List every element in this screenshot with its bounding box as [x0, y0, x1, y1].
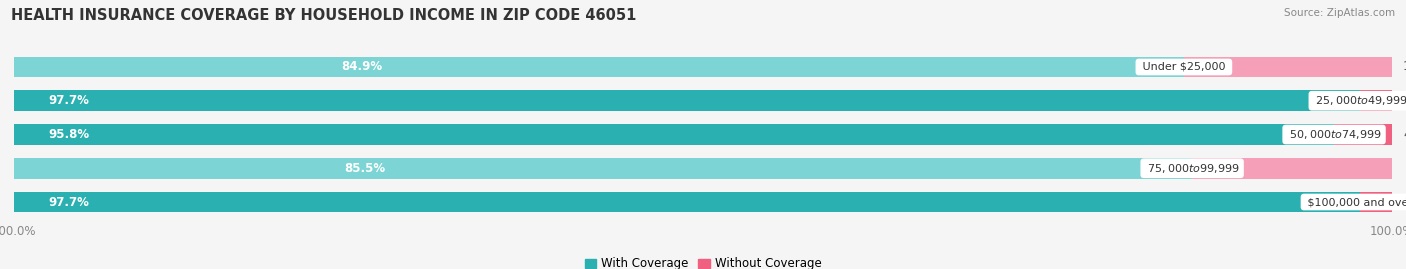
Bar [14, 124, 1334, 145]
Text: $25,000 to $49,999: $25,000 to $49,999 [1312, 94, 1406, 107]
Text: 4.2%: 4.2% [1403, 128, 1406, 141]
Bar [14, 90, 1392, 111]
Text: 14.6%: 14.6% [1405, 162, 1406, 175]
Legend: With Coverage, Without Coverage: With Coverage, Without Coverage [579, 253, 827, 269]
Bar [14, 56, 1184, 77]
Text: 84.9%: 84.9% [342, 61, 382, 73]
Text: 2.4%: 2.4% [1405, 94, 1406, 107]
Bar [14, 192, 1392, 213]
Bar [14, 124, 1392, 145]
Bar [14, 158, 1392, 179]
Text: 85.5%: 85.5% [344, 162, 385, 175]
Bar [1192, 158, 1393, 179]
Bar [14, 192, 1360, 213]
Text: $50,000 to $74,999: $50,000 to $74,999 [1285, 128, 1382, 141]
Bar [1184, 56, 1392, 77]
Text: 97.7%: 97.7% [48, 94, 90, 107]
Text: $100,000 and over: $100,000 and over [1303, 197, 1406, 207]
Bar [14, 158, 1192, 179]
Text: HEALTH INSURANCE COVERAGE BY HOUSEHOLD INCOME IN ZIP CODE 46051: HEALTH INSURANCE COVERAGE BY HOUSEHOLD I… [11, 8, 637, 23]
Text: 97.7%: 97.7% [48, 196, 90, 208]
Text: 15.1%: 15.1% [1403, 61, 1406, 73]
Bar [14, 90, 1360, 111]
Text: 95.8%: 95.8% [48, 128, 90, 141]
Text: Source: ZipAtlas.com: Source: ZipAtlas.com [1284, 8, 1395, 18]
Bar [1360, 192, 1393, 213]
Text: Under $25,000: Under $25,000 [1139, 62, 1229, 72]
Text: 2.4%: 2.4% [1405, 196, 1406, 208]
Bar [14, 56, 1392, 77]
Bar [1360, 90, 1393, 111]
Text: $75,000 to $99,999: $75,000 to $99,999 [1144, 162, 1240, 175]
Bar [1334, 124, 1392, 145]
